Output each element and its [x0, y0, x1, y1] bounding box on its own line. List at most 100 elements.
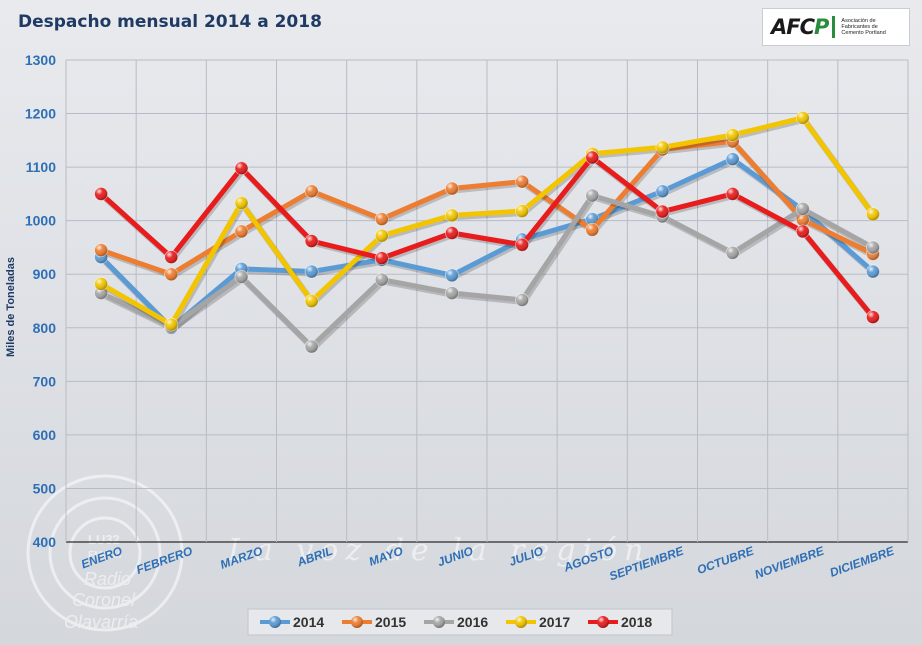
- series-2016: [94, 188, 880, 354]
- data-point-shine: [866, 240, 880, 254]
- data-point-shine: [726, 128, 740, 142]
- data-point-shine: [305, 340, 319, 354]
- data-point-shine: [375, 251, 389, 265]
- data-point-shine: [866, 207, 880, 221]
- data-point-shine: [796, 213, 810, 227]
- data-point-shine: [726, 187, 740, 201]
- legend-item-2018: 2018: [588, 614, 652, 630]
- series-2017: [94, 110, 880, 332]
- watermark-band: FM-AM: [88, 550, 121, 561]
- watermark-line3: Olavarría: [64, 612, 138, 632]
- data-point-shine: [655, 140, 669, 154]
- y-tick-label: 400: [33, 534, 57, 550]
- legend-swatch-shine: [351, 616, 363, 628]
- data-point-shine: [164, 250, 178, 264]
- data-point-shine: [234, 270, 248, 284]
- y-tick-label: 900: [33, 266, 57, 282]
- logo-wordmark: AFCP: [771, 15, 829, 39]
- data-point-shine: [445, 286, 459, 300]
- series-shadow: [101, 194, 876, 352]
- chart-title: Despacho mensual 2014 a 2018: [18, 12, 322, 32]
- data-point-shine: [515, 175, 529, 189]
- y-tick-label: 500: [33, 480, 57, 496]
- data-point-shine: [726, 152, 740, 166]
- data-point-shine: [445, 208, 459, 222]
- radio-watermark: LU32 FM-AM Radio Coronel Olavarría La vo…: [26, 474, 650, 632]
- y-tick-label: 1200: [25, 106, 56, 122]
- data-point-shine: [234, 161, 248, 175]
- legend-label: 2016: [457, 614, 488, 630]
- chart-legend: 2014 2015 2016 2017 2018: [247, 608, 673, 636]
- series-layer: [94, 110, 880, 354]
- series-line: [99, 115, 875, 328]
- chart-grid: [65, 59, 909, 543]
- legend-item-2015: 2015: [342, 614, 406, 630]
- data-point-shine: [94, 277, 108, 291]
- series-line: [99, 192, 875, 350]
- data-point-shine: [796, 202, 810, 216]
- data-point-shine: [515, 204, 529, 218]
- data-point-shine: [164, 267, 178, 281]
- data-point-shine: [234, 196, 248, 210]
- x-tick-label: ENERO: [79, 543, 125, 571]
- watermark-slogan: La voz de la región: [227, 533, 650, 568]
- x-tick-label: DICIEMBRE: [828, 543, 897, 580]
- series-2018: [94, 150, 880, 324]
- data-point-shine: [585, 150, 599, 164]
- data-point-shine: [94, 187, 108, 201]
- data-point-shine: [234, 224, 248, 238]
- watermark-line2: Coronel: [72, 590, 136, 610]
- legend-swatch-shine: [515, 616, 527, 628]
- y-tick-label: 1100: [26, 159, 57, 175]
- data-point-shine: [94, 243, 108, 257]
- x-tick-label: OCTUBRE: [695, 543, 756, 577]
- data-point-shine: [375, 273, 389, 287]
- legend-item-2016: 2016: [424, 614, 488, 630]
- legend-swatch-shine: [433, 616, 445, 628]
- legend-item-2014: 2014: [260, 614, 324, 630]
- data-point-shine: [445, 268, 459, 282]
- data-point-shine: [305, 294, 319, 308]
- data-point-shine: [164, 318, 178, 332]
- legend-label: 2014: [293, 614, 324, 630]
- y-tick-label: 700: [33, 373, 57, 389]
- x-tick-label: NOVIEMBRE: [753, 543, 827, 581]
- series-line: [100, 138, 875, 277]
- legend-swatch-shine: [269, 616, 281, 628]
- data-point-shine: [515, 238, 529, 252]
- legend-label: 2015: [375, 614, 406, 630]
- data-point-shine: [655, 184, 669, 198]
- data-point-shine: [796, 224, 810, 238]
- data-point-shine: [445, 226, 459, 240]
- data-point-shine: [655, 205, 669, 219]
- y-tick-label: 1300: [25, 52, 56, 68]
- data-point-shine: [866, 265, 880, 279]
- afcp-logo: AFCP Asociación de Fabricantes de Cement…: [762, 8, 910, 46]
- data-point-shine: [305, 234, 319, 248]
- data-point-shine: [585, 223, 599, 237]
- data-point-shine: [726, 246, 740, 260]
- series-line: [99, 156, 875, 331]
- data-point-shine: [796, 111, 810, 125]
- logo-divider: [832, 16, 836, 38]
- watermark-station: LU32: [88, 532, 120, 547]
- legend-label: 2018: [621, 614, 652, 630]
- series-line: [99, 154, 875, 319]
- data-point-shine: [305, 265, 319, 279]
- data-point-shine: [375, 229, 389, 243]
- legend-swatch-shine: [597, 616, 609, 628]
- series-2015: [94, 134, 880, 282]
- watermark-line1: Radio: [84, 569, 131, 589]
- data-point-shine: [585, 188, 599, 202]
- data-point-shine: [445, 182, 459, 196]
- data-point-shine: [375, 212, 389, 226]
- logo-subtitle: Asociación de Fabricantes de Cemento Por…: [841, 18, 886, 36]
- legend-item-2017: 2017: [506, 614, 570, 630]
- data-point-shine: [866, 310, 880, 324]
- x-tick-label: FEBRERO: [134, 543, 195, 576]
- y-tick-label: 1000: [25, 213, 56, 229]
- y-tick-label: 800: [33, 320, 57, 336]
- y-tick-label: 600: [33, 427, 57, 443]
- legend-label: 2017: [539, 614, 570, 630]
